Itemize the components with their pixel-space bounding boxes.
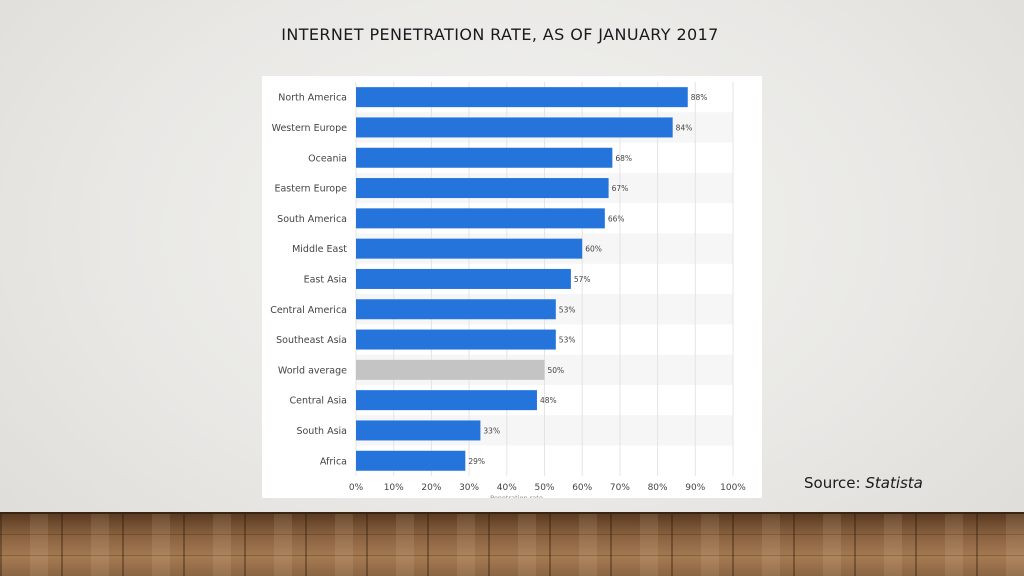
bar <box>356 238 583 259</box>
x-tick-label: 90% <box>685 483 705 493</box>
category-label: Southeast Asia <box>276 335 347 346</box>
bar <box>356 359 545 380</box>
category-label: World average <box>278 365 347 376</box>
bar <box>356 329 556 350</box>
bar <box>356 390 537 411</box>
data-label: 33% <box>483 426 500 435</box>
bar <box>356 299 556 320</box>
chart-svg: North America 88% Western Europe 84% Oceania… <box>270 82 746 498</box>
data-label: 60% <box>585 245 602 254</box>
x-tick-label: 70% <box>610 483 630 493</box>
category-label: Africa <box>320 456 347 467</box>
data-label: 50% <box>548 366 565 375</box>
data-label: 57% <box>574 275 591 284</box>
data-label: 88% <box>691 93 708 102</box>
bar-chart: North America 88% Western Europe 84% Oceania… <box>262 76 762 498</box>
x-tick-label: 60% <box>572 483 592 493</box>
floor-edge <box>0 512 1024 515</box>
category-label: Middle East <box>292 244 347 255</box>
data-label: 53% <box>559 336 576 345</box>
x-tick-label: 10% <box>384 483 404 493</box>
bar <box>356 178 609 199</box>
x-tick-label: 40% <box>497 483 517 493</box>
category-label: Eastern Europe <box>274 184 347 195</box>
category-label: Western Europe <box>272 123 348 134</box>
x-tick-label: 50% <box>534 483 554 493</box>
category-label: South Asia <box>296 426 347 437</box>
data-label: 66% <box>608 214 625 223</box>
category-label: East Asia <box>304 274 347 285</box>
slide-title: INTERNET PENETRATION RATE, AS OF JANUARY… <box>281 25 719 44</box>
x-tick-label: 100% <box>720 483 746 493</box>
bar <box>356 450 466 471</box>
x-tick-label: 0% <box>349 483 364 493</box>
wood-floor-decoration <box>0 514 1024 576</box>
data-label: 67% <box>612 184 629 193</box>
category-label: South America <box>277 214 347 225</box>
bar <box>356 147 613 168</box>
x-tick-label: 80% <box>648 483 668 493</box>
category-label: North America <box>278 93 347 104</box>
category-label: Oceania <box>308 153 347 164</box>
source-credit: Source: Statista <box>804 474 923 492</box>
category-label: Central Asia <box>289 396 347 407</box>
data-label: 84% <box>676 123 693 132</box>
bar <box>356 268 571 289</box>
bar <box>356 420 481 441</box>
data-label: 53% <box>559 305 576 314</box>
x-tick-label: 30% <box>459 483 479 493</box>
bar <box>356 117 673 138</box>
bar <box>356 87 688 108</box>
bar <box>356 208 605 229</box>
data-label: 48% <box>540 396 557 405</box>
category-label: Central America <box>270 305 347 316</box>
data-label: 68% <box>615 154 632 163</box>
x-tick-label: 20% <box>421 483 441 493</box>
x-axis-title: Penetration rate <box>490 494 543 498</box>
source-name: Statista <box>865 474 923 492</box>
data-label: 29% <box>468 457 485 466</box>
source-prefix: Source: <box>804 474 866 492</box>
